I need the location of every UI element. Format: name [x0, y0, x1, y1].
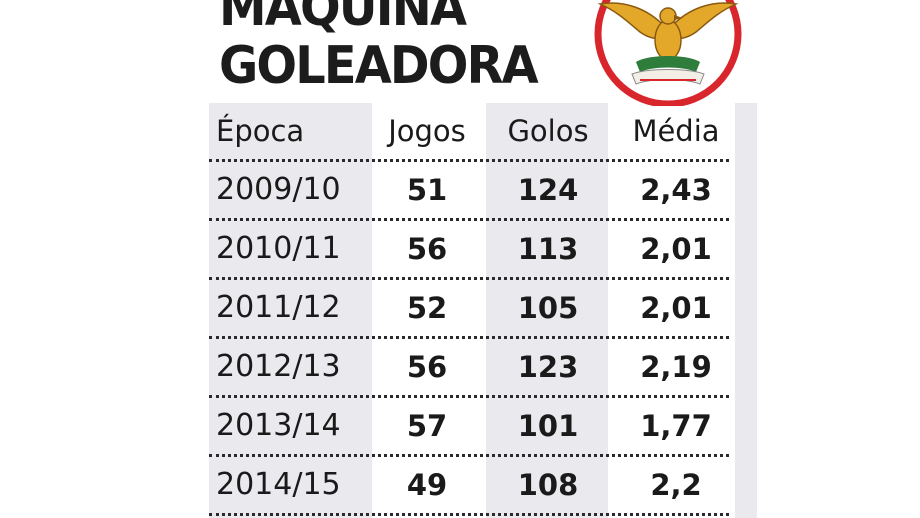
table-row: 2009/10 51 124 2,43: [209, 162, 729, 221]
season-cell: 2010/11: [216, 231, 341, 266]
goals-cell: 108: [517, 468, 579, 502]
games-cell: 51: [406, 173, 448, 207]
games-cell: 56: [406, 350, 448, 384]
season-cell: 2013/14: [216, 408, 341, 443]
table-row: 2010/11 56 113 2,01: [209, 221, 729, 280]
goals-cell: 101: [517, 409, 579, 443]
average-cell: 2,01: [640, 291, 712, 325]
table-row: 2011/12 52 105 2,01: [209, 280, 729, 339]
goals-column-background: [486, 103, 608, 518]
table-header-row: Época Jogos Golos Média: [209, 103, 729, 162]
goals-cell: 113: [517, 232, 579, 266]
header-goals: Golos: [507, 114, 589, 148]
table-row: 2013/14 57 101 1,77: [209, 398, 729, 457]
average-cell: 1,77: [640, 409, 712, 443]
edge-column-background: [735, 103, 757, 518]
header-games: Jogos: [388, 114, 466, 148]
average-cell: 2,19: [640, 350, 712, 384]
average-cell: 2,43: [640, 173, 712, 207]
header-season: Época: [216, 114, 305, 148]
games-cell: 49: [406, 468, 448, 502]
season-cell: 2014/15: [216, 467, 341, 502]
table-row: 2012/13 56 123 2,19: [209, 339, 729, 398]
benfica-eagle-crest-icon: [594, 0, 742, 106]
goals-cell: 123: [517, 350, 579, 384]
header-average: Média: [632, 114, 720, 148]
average-cell: 2,2: [650, 468, 702, 502]
games-cell: 52: [406, 291, 448, 325]
season-cell: 2012/13: [216, 349, 341, 384]
games-cell: 56: [406, 232, 448, 266]
table-row: 2014/15 49 108 2,2: [209, 457, 729, 516]
season-cell: 2011/12: [216, 290, 341, 325]
season-column-background: [209, 103, 372, 518]
title-line-2: GOLEADORA: [219, 36, 539, 96]
goals-cell: 124: [517, 173, 579, 207]
average-cell: 2,01: [640, 232, 712, 266]
goals-cell: 105: [517, 291, 579, 325]
season-cell: 2009/10: [216, 172, 341, 207]
title-line-1: MÁQUINA: [219, 0, 467, 38]
games-cell: 57: [406, 409, 448, 443]
